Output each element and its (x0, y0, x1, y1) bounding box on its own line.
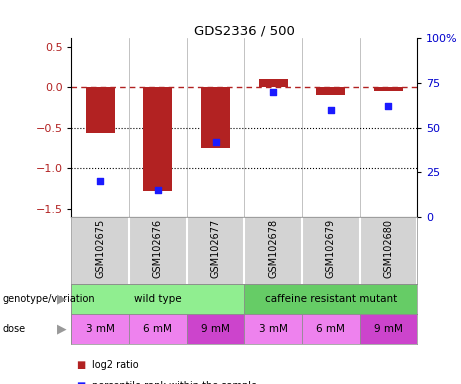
Bar (259, 79, 288, 87)
Point (269, 89, 277, 95)
Text: GSM102680: GSM102680 (384, 219, 393, 278)
Point (327, 107, 334, 113)
Text: dose: dose (2, 324, 25, 334)
Bar (201, 87, 230, 148)
Bar (143, 87, 172, 191)
Text: GSM102677: GSM102677 (211, 219, 220, 278)
Bar (129, 314, 187, 344)
Text: 9 mM: 9 mM (201, 324, 230, 334)
Bar (71, 284, 244, 314)
Text: 3 mM: 3 mM (259, 324, 288, 334)
Bar (360, 314, 417, 344)
Text: ■: ■ (76, 381, 85, 384)
Text: GSM102679: GSM102679 (326, 219, 336, 278)
Bar (187, 314, 244, 344)
Text: wild type: wild type (134, 294, 182, 304)
Text: 3 mM: 3 mM (86, 324, 115, 334)
Text: GSM102676: GSM102676 (153, 219, 163, 278)
Bar (86, 87, 115, 133)
Text: 6 mM: 6 mM (143, 324, 172, 334)
Bar (244, 284, 417, 314)
Point (97, 178, 104, 184)
Point (384, 103, 392, 109)
Text: log2 ratio: log2 ratio (92, 360, 139, 370)
Text: ■: ■ (76, 360, 85, 370)
Text: ▶: ▶ (57, 323, 67, 336)
Text: GSM102675: GSM102675 (95, 219, 105, 278)
Title: GDS2336 / 500: GDS2336 / 500 (194, 24, 295, 37)
Bar (244, 314, 302, 344)
Point (212, 139, 219, 145)
Bar (316, 87, 345, 95)
Bar (71, 314, 129, 344)
Bar (374, 87, 403, 91)
Text: 6 mM: 6 mM (316, 324, 345, 334)
Point (154, 187, 161, 193)
Text: genotype/variation: genotype/variation (2, 294, 95, 304)
Text: caffeine resistant mutant: caffeine resistant mutant (265, 294, 397, 304)
Text: ▶: ▶ (57, 293, 67, 306)
Bar (302, 314, 360, 344)
Text: GSM102678: GSM102678 (268, 219, 278, 278)
Text: 9 mM: 9 mM (374, 324, 403, 334)
Text: percentile rank within the sample: percentile rank within the sample (92, 381, 257, 384)
